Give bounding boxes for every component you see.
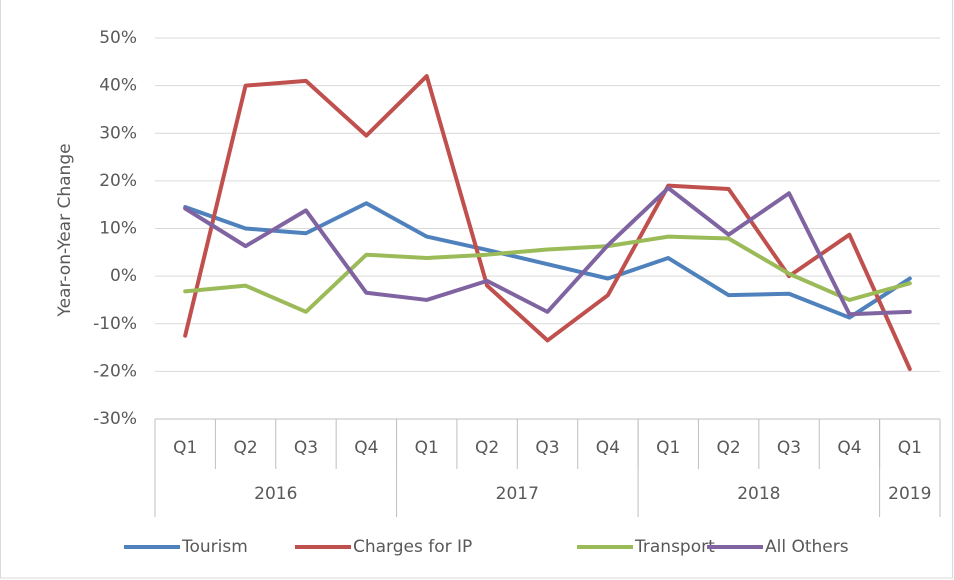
x-tick-label: Q2 xyxy=(475,438,499,458)
y-tick-label: -30% xyxy=(93,409,137,429)
x-tick-label: Q1 xyxy=(656,438,680,458)
y-tick-label: 0% xyxy=(110,266,137,286)
series-line xyxy=(183,74,912,371)
x-tick-label: Q4 xyxy=(596,438,620,458)
y-tick-label: 10% xyxy=(99,219,137,239)
x-tick-label: Q2 xyxy=(233,438,257,458)
y-axis-label: Year-on-Year Change xyxy=(55,143,75,317)
y-tick-label: -10% xyxy=(93,314,137,334)
series-line xyxy=(183,186,912,317)
x-tick-label: Q3 xyxy=(535,438,559,458)
series-line xyxy=(183,234,912,314)
x-tick-label: Q1 xyxy=(173,438,197,458)
x-tick-label: Q1 xyxy=(898,438,922,458)
legend-label: Tourism xyxy=(181,537,248,557)
y-tick-label: 30% xyxy=(99,123,137,143)
y-tick-label: 50% xyxy=(99,28,137,48)
y-tick-label: -20% xyxy=(93,361,137,381)
x-tick-label: Q2 xyxy=(717,438,741,458)
x-tick-label: Q3 xyxy=(777,438,801,458)
x-tick-label: Q4 xyxy=(837,438,861,458)
x-tick-label: Q3 xyxy=(294,438,318,458)
group-label: 2018 xyxy=(737,484,780,504)
y-tick-label: 20% xyxy=(99,171,137,191)
y-tick-label: 40% xyxy=(99,76,137,96)
legend-label: Transport xyxy=(634,537,715,557)
x-tick-label: Q4 xyxy=(354,438,378,458)
series-line xyxy=(183,201,912,320)
legend-label: Charges for IP xyxy=(353,537,472,557)
x-tick-label: Q1 xyxy=(415,438,439,458)
group-label: 2017 xyxy=(496,484,539,504)
legend-label: All Others xyxy=(765,537,849,557)
group-label: 2016 xyxy=(254,484,297,504)
group-label: 2019 xyxy=(888,484,931,504)
